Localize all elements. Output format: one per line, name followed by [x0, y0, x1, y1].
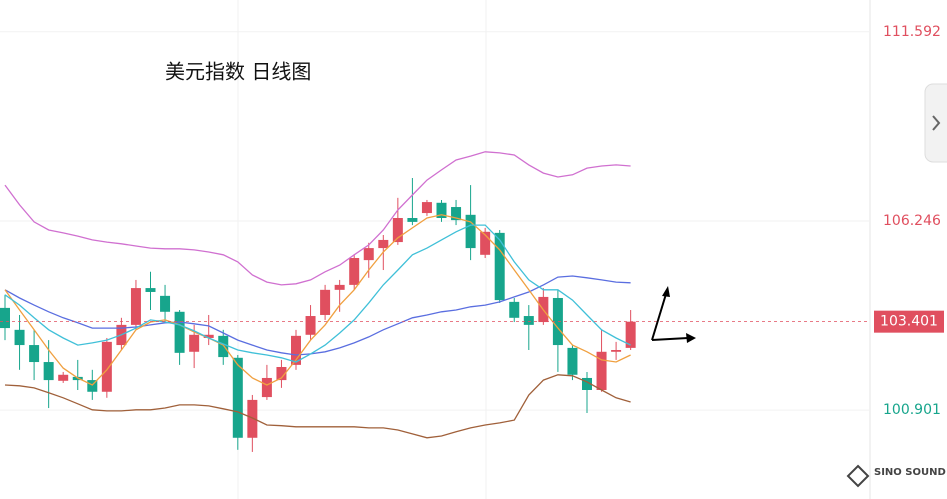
- chart-title: 美元指数 日线图: [165, 60, 311, 84]
- ma-line: [4, 151, 631, 286]
- candle-body: [480, 231, 491, 255]
- ma-line: [4, 374, 631, 439]
- candle-body: [87, 380, 98, 392]
- candle-body: [320, 289, 331, 315]
- candle-body: [276, 366, 287, 381]
- candle-body: [509, 301, 520, 318]
- candle-body: [58, 374, 69, 381]
- ma-line: [4, 275, 631, 356]
- candle-body: [596, 351, 607, 390]
- candle-body: [261, 377, 272, 398]
- collapse-button[interactable]: [924, 83, 947, 163]
- candle-body: [145, 288, 156, 292]
- candle-body: [465, 214, 476, 249]
- candle-body: [29, 345, 40, 363]
- candle-body: [494, 232, 505, 301]
- candle-body: [14, 329, 25, 346]
- candle-body: [101, 341, 112, 392]
- candle-body: [232, 357, 243, 438]
- candle-body: [203, 334, 214, 338]
- candle-body: [334, 284, 345, 290]
- candle-body: [421, 202, 432, 214]
- plot-area: [0, 31, 870, 452]
- candle-body: [0, 307, 10, 329]
- candle-body: [218, 335, 229, 358]
- y-tick-label: 111.592: [883, 24, 941, 40]
- candle-body: [247, 399, 258, 438]
- candle-body: [407, 218, 418, 222]
- y-tick-label: 106.246: [883, 213, 941, 229]
- candle-body: [378, 239, 389, 249]
- candle-body: [189, 334, 200, 352]
- candle-body: [392, 218, 403, 243]
- candle-body: [363, 248, 374, 261]
- candle-body: [130, 288, 141, 325]
- ma-line: [4, 224, 631, 363]
- candle-body: [552, 297, 563, 346]
- candle-body: [611, 350, 622, 352]
- ma-line: [4, 214, 631, 386]
- candle-body: [436, 202, 447, 219]
- candle-body: [523, 316, 534, 325]
- candle-body: [567, 347, 578, 375]
- y-tick-label: 100.901: [883, 402, 941, 418]
- candle-body: [349, 257, 360, 285]
- candle-body: [174, 311, 185, 353]
- candle-body: [43, 362, 54, 381]
- candle-body: [160, 295, 171, 312]
- last-price-box: [874, 310, 944, 333]
- candle-body: [291, 335, 301, 365]
- annotation-arrows: [651, 286, 696, 343]
- candle-body: [305, 316, 316, 335]
- logo: SINO SOUND: [846, 464, 946, 488]
- candle-body: [625, 321, 636, 348]
- logo-text: SINO SOUND: [874, 467, 946, 478]
- last-price-label: 103.401: [880, 314, 938, 330]
- candle-body: [582, 377, 592, 390]
- candle-body: [451, 207, 462, 221]
